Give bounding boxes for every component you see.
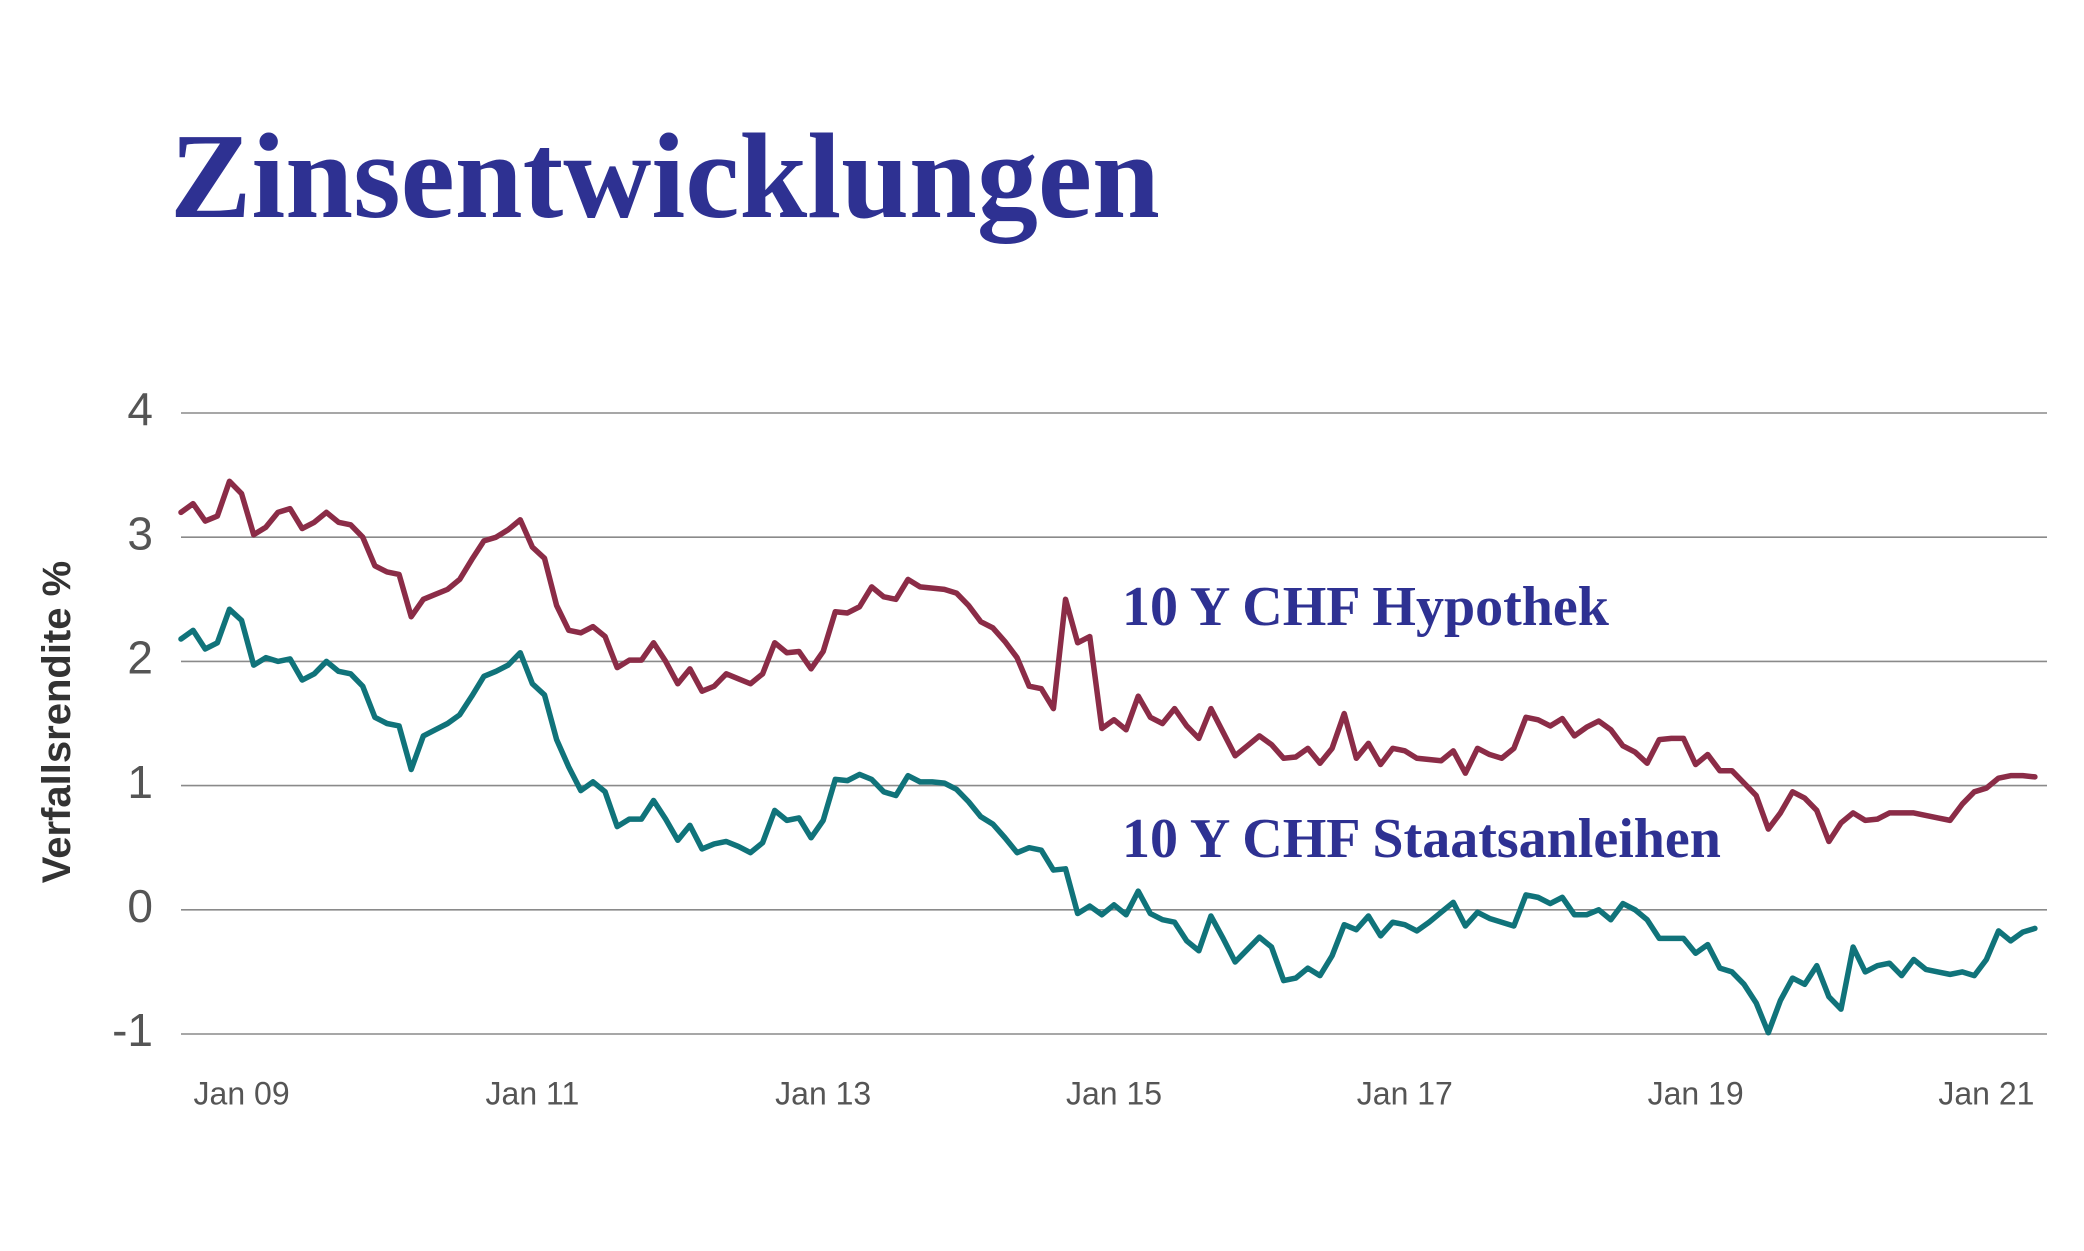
y-tick-label: 2 (127, 632, 153, 684)
x-tick-label: Jan 17 (1357, 1075, 1453, 1111)
x-tick-label: Jan 09 (194, 1075, 290, 1111)
y-tick-label: -1 (112, 1004, 153, 1056)
x-tick-label: Jan 21 (1938, 1075, 2034, 1111)
x-tick-label: Jan 13 (775, 1075, 871, 1111)
data-line (178, 478, 2038, 845)
x-tick-label: Jan 11 (486, 1075, 580, 1111)
x-tick-label: Jan 19 (1648, 1075, 1744, 1111)
data-line (178, 606, 2038, 1036)
y-axis-label: Verfallsrendite % (35, 561, 79, 883)
series-label: 10 Y CHF Staatsanleihen (1122, 808, 1721, 870)
chart-title: Zinsentwicklungen (170, 109, 1160, 244)
y-tick-label: 1 (127, 756, 153, 808)
x-tick-label: Jan 15 (1066, 1075, 1162, 1111)
y-tick-label: 0 (127, 880, 153, 932)
y-tick-label: 3 (127, 507, 153, 559)
series-label: 10 Y CHF Hypothek (1122, 576, 1610, 638)
y-tick-label: 4 (127, 383, 153, 435)
